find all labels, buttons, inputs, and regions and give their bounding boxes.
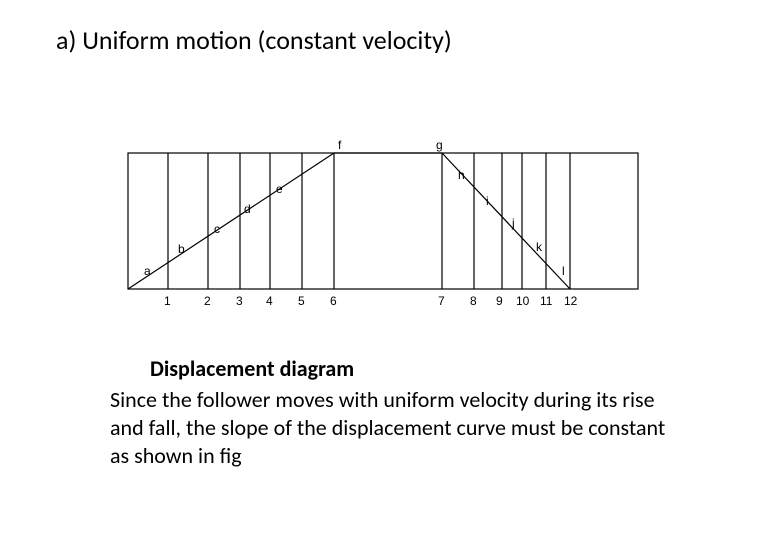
svg-text:3: 3 [236, 294, 243, 308]
svg-text:11: 11 [540, 294, 553, 308]
section-heading: a) Uniform motion (constant velocity) [56, 24, 452, 56]
diagram-caption: Displacement diagram [150, 355, 354, 382]
svg-text:2: 2 [204, 294, 211, 308]
svg-text:4: 4 [266, 294, 273, 308]
displacement-diagram: abcdefghijkl123456789101112 [118, 135, 648, 335]
body-text: Since the follower moves with uniform ve… [110, 386, 680, 470]
svg-text:8: 8 [470, 294, 477, 308]
svg-text:1: 1 [164, 294, 171, 308]
svg-text:5: 5 [298, 294, 305, 308]
svg-text:b: b [178, 242, 185, 256]
svg-text:7: 7 [438, 294, 445, 308]
svg-text:h: h [458, 168, 465, 182]
svg-text:j: j [511, 216, 515, 230]
svg-text:i: i [486, 194, 489, 208]
svg-text:a: a [144, 264, 151, 278]
page-root: a) Uniform motion (constant velocity) a b… [0, 0, 780, 540]
svg-text:10: 10 [516, 294, 530, 308]
svg-text:k: k [536, 240, 543, 254]
svg-text:6: 6 [330, 294, 337, 308]
svg-text:9: 9 [496, 294, 503, 308]
svg-text:d: d [244, 202, 251, 216]
diagram-svg: abcdefghijkl123456789101112 [118, 135, 648, 335]
svg-text:e: e [276, 182, 283, 196]
svg-text:12: 12 [564, 294, 578, 308]
svg-text:l: l [562, 264, 565, 278]
svg-text:g: g [436, 138, 443, 152]
svg-text:c: c [214, 222, 220, 236]
